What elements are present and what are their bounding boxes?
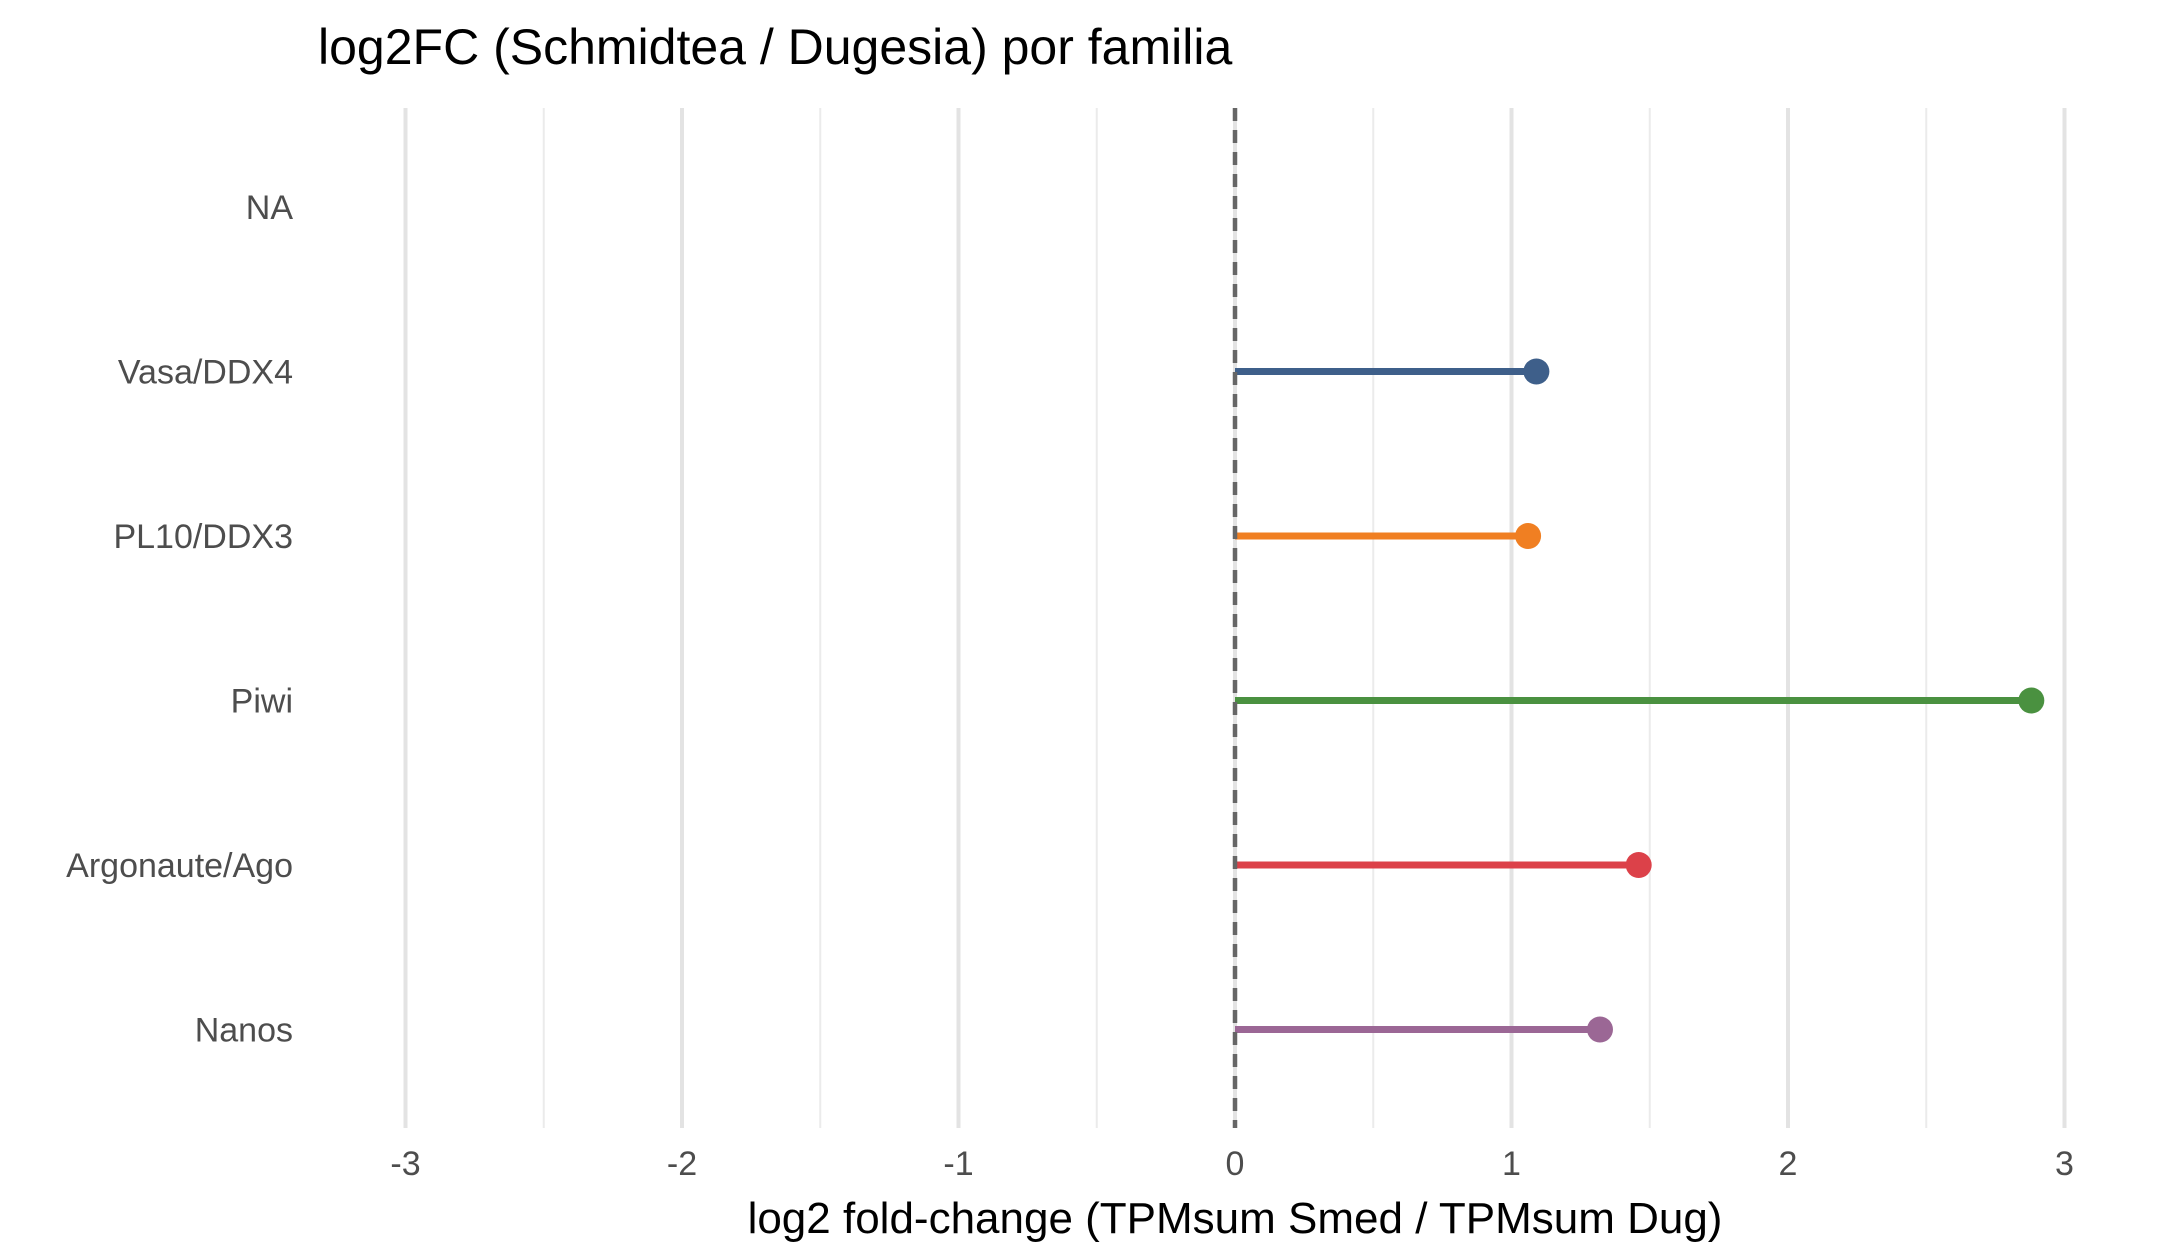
- x-tick-label: 3: [2055, 1145, 2074, 1183]
- x-tick-labels: -3 -2 -1 0 1 2 3: [390, 1145, 2074, 1183]
- point-vasa-ddx4: [1523, 358, 1550, 385]
- grid-lines: [403, 108, 2067, 1128]
- point-argonaute-ago: [1625, 852, 1652, 878]
- x-tick-label: 1: [1502, 1145, 1521, 1183]
- y-tick-label: PL10/DDX3: [113, 518, 293, 556]
- x-tick-label: -1: [943, 1145, 973, 1183]
- y-tick-label: Vasa/DDX4: [118, 354, 293, 392]
- lollipop-points: [1515, 358, 2045, 1043]
- point-nanos: [1586, 1016, 1613, 1043]
- x-tick-label: -2: [667, 1145, 697, 1183]
- x-axis-title: log2 fold-change (TPMsum Smed / TPMsum D…: [748, 1194, 1723, 1243]
- x-tick-label: -3: [390, 1145, 420, 1183]
- point-pl10-ddx3: [1515, 523, 1542, 549]
- y-tick-label: NA: [246, 189, 294, 227]
- chart-title: log2FC (Schmidtea / Dugesia) por familia: [318, 19, 1232, 75]
- x-tick-label: 2: [1779, 1145, 1798, 1183]
- lollipop-stems: [1235, 368, 2032, 1033]
- x-tick-label: 0: [1226, 1145, 1245, 1183]
- y-tick-label: Nanos: [195, 1012, 293, 1050]
- point-piwi: [2018, 687, 2045, 714]
- y-tick-label: Piwi: [231, 683, 293, 721]
- y-tick-label: Argonaute/Ago: [66, 847, 293, 885]
- y-tick-labels: NA Vasa/DDX4 PL10/DDX3 Piwi Argonaute/Ago Nan…: [66, 189, 293, 1050]
